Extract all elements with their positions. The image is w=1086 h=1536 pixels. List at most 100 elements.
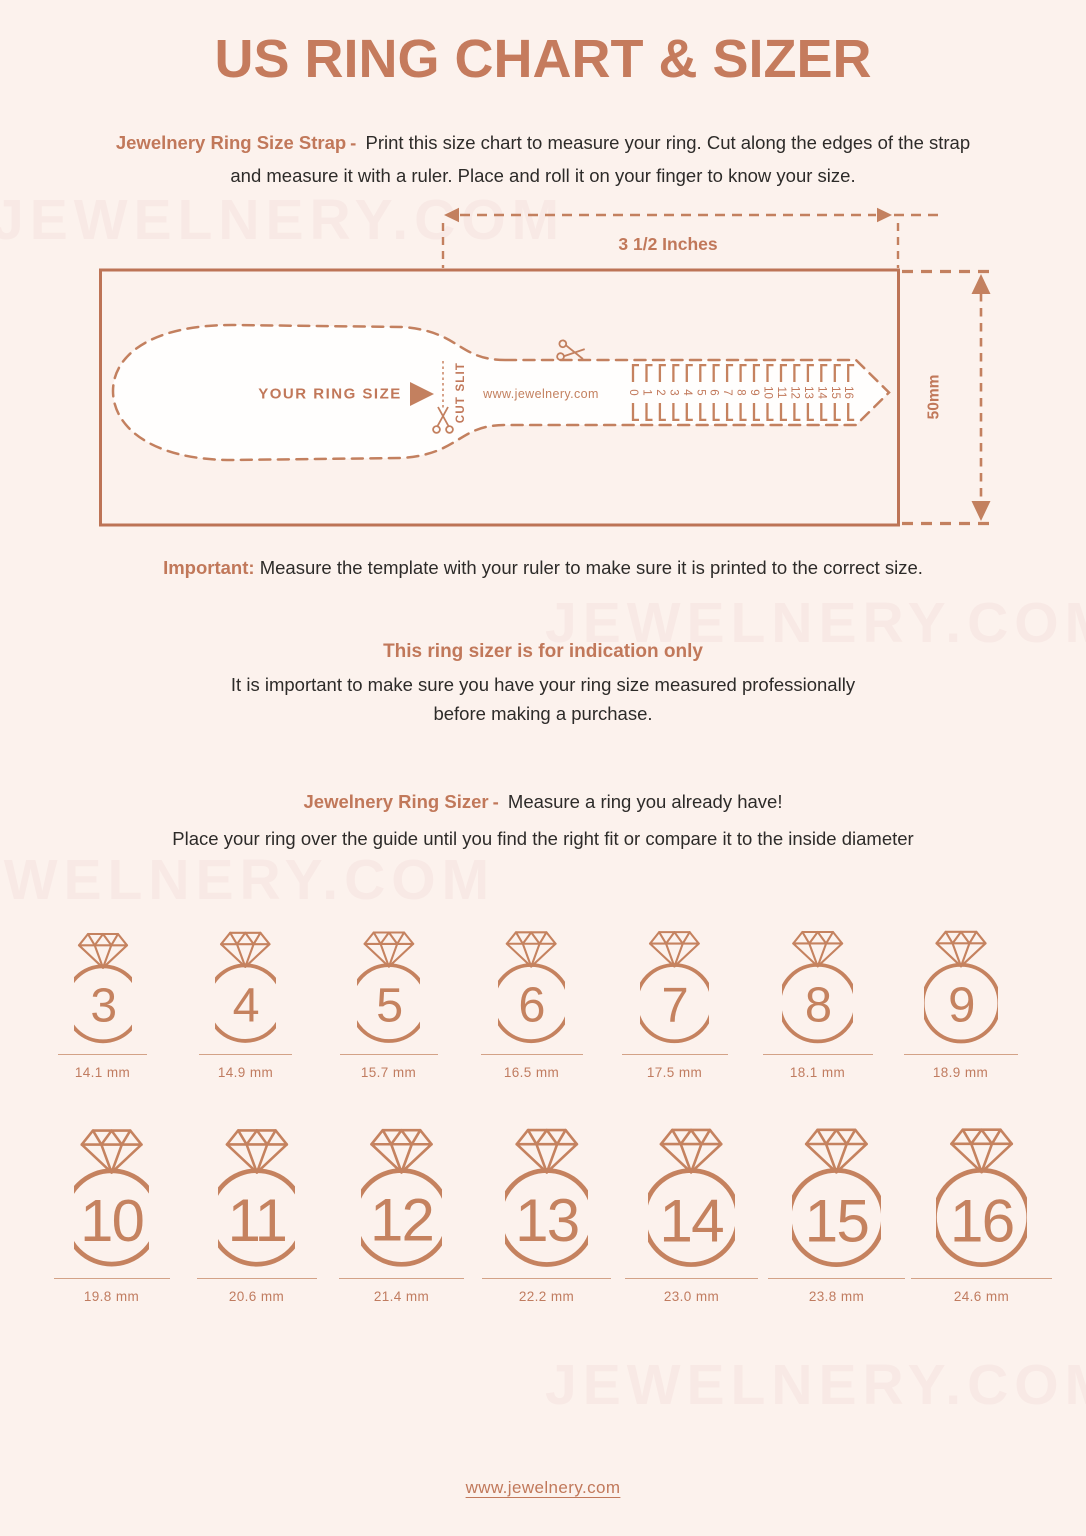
height-measure-arrow <box>902 269 990 526</box>
arrowhead-down-icon <box>971 501 991 521</box>
ruler-tick-top <box>766 363 774 382</box>
ruler-tick-top <box>631 363 639 382</box>
width-measure-arrow <box>441 213 938 268</box>
ruler-tick-bottom <box>820 403 828 422</box>
ring-mm-label: 14.9 mm <box>217 1065 274 1080</box>
intro-lead: Jewelnery Ring Size Strap <box>115 132 347 153</box>
ring-size-cell: 15 23.8 mm <box>764 1126 909 1304</box>
arrowhead-right-icon <box>877 207 892 223</box>
diamond-icon <box>363 931 414 968</box>
ruler-number: 12 <box>788 386 800 399</box>
ring-size-cell: 11 20.6 mm <box>184 1126 329 1304</box>
ring-icon: 11 <box>217 1129 296 1267</box>
ring-size-number: 13 <box>515 1187 578 1254</box>
watermark-text: JEWELNERY.COM <box>0 188 566 252</box>
ruler-number: 5 <box>694 389 706 395</box>
ring-size-cell: 5 15.7 mm <box>317 928 460 1080</box>
ring-mm-label: 16.5 mm <box>503 1065 560 1080</box>
diamond-icon <box>805 1128 869 1174</box>
ring-size-cell: 8 18.1 mm <box>746 928 889 1080</box>
ruler-number: 9 <box>748 389 760 395</box>
diamond-icon <box>225 1129 288 1174</box>
ruler-tick-bottom <box>847 403 855 422</box>
ruler-number: 3 <box>667 389 679 395</box>
ring-icon: 9 <box>923 930 998 1044</box>
ring-underline <box>768 1277 905 1279</box>
ruler-number: 7 <box>721 389 733 395</box>
ruler-tick-bottom <box>672 403 680 422</box>
ruler-tick-bottom <box>739 403 747 422</box>
ring-icon: 7 <box>640 931 709 1044</box>
ring-size-number: 4 <box>233 978 259 1032</box>
sizer-separator: - <box>492 791 499 812</box>
diamond-icon <box>649 931 700 968</box>
ring-underline <box>339 1277 464 1279</box>
ruler-tick-top <box>699 363 707 382</box>
ruler-tick-bottom <box>658 403 666 422</box>
ring-icon: 13 <box>504 1128 589 1267</box>
intro-body: Print this size chart to measure your ri… <box>230 132 971 186</box>
ruler-tick-top <box>752 363 760 382</box>
ruler-number: 8 <box>735 389 747 395</box>
ruler-tick-bottom <box>806 403 814 422</box>
diamond-icon <box>515 1128 578 1174</box>
ring-size-number: 14 <box>660 1186 724 1254</box>
ruler-tick-bottom <box>631 403 639 422</box>
ring-size-number: 8 <box>805 978 831 1032</box>
ring-mm-label: 20.6 mm <box>228 1289 285 1304</box>
intro-section: Jewelnery Ring Size Strap - Print this si… <box>0 126 1086 192</box>
ring-size-row-2: 10 19.8 mm 11 20.6 mm 12 21.4 mm <box>39 1126 1054 1304</box>
ring-size-number: 6 <box>519 978 545 1032</box>
ruler-tick-bottom <box>752 403 760 422</box>
intro-separator: - <box>350 132 357 153</box>
width-measure-label: 3 1/2 Inches <box>618 234 717 254</box>
diamond-icon <box>934 930 987 968</box>
ruler-tick-top <box>739 363 747 382</box>
ring-underline <box>58 1053 147 1055</box>
ruler-tick-top <box>833 363 841 382</box>
ruler-tick-bottom <box>779 403 787 422</box>
ring-size-cell: 4 14.9 mm <box>174 928 317 1080</box>
ring-icon: 16 <box>935 1128 1028 1268</box>
ring-size-cell: 9 18.9 mm <box>889 928 1032 1080</box>
ring-strap-diagram: 3 1/2 Inches 50mm YOUR RING SIZE CUT SLI… <box>99 207 991 527</box>
cut-slit-label: CUT SLIT <box>455 362 467 423</box>
ring-underline <box>625 1277 758 1279</box>
ring-underline <box>482 1277 611 1279</box>
footer: www.jewelnery.com <box>0 1478 1086 1498</box>
diamond-icon <box>220 931 271 968</box>
diamond-icon <box>80 1129 143 1174</box>
strap-label: YOUR RING SIZE <box>258 386 402 403</box>
ruler-number: 16 <box>842 386 854 399</box>
watermark-text: JEWELNERY.COM <box>0 848 496 912</box>
ring-mm-label: 18.9 mm <box>932 1065 989 1080</box>
ring-icon: 12 <box>361 1128 442 1267</box>
ring-size-number: 16 <box>950 1186 1014 1254</box>
ring-size-number: 9 <box>948 978 974 1032</box>
ring-mm-label: 18.1 mm <box>789 1065 846 1080</box>
ring-size-number: 5 <box>376 978 402 1032</box>
ring-mm-label: 22.2 mm <box>518 1289 575 1304</box>
ring-mm-label: 23.8 mm <box>808 1289 865 1304</box>
ruler-number: 11 <box>775 387 787 399</box>
ruler-tick-top <box>793 363 801 382</box>
footer-site-link[interactable]: www.jewelnery.com <box>465 1478 621 1497</box>
ring-icon: 3 <box>73 932 132 1043</box>
ring-size-cell: 13 22.2 mm <box>474 1126 619 1304</box>
ring-underline <box>196 1277 317 1279</box>
indication-line1: It is important to make sure you have yo… <box>230 674 856 695</box>
ruler-tick-bottom <box>766 403 774 422</box>
scissors-icon <box>556 339 585 361</box>
diamond-icon <box>791 930 843 968</box>
ring-mm-label: 15.7 mm <box>360 1065 417 1080</box>
ring-size-cell: 6 16.5 mm <box>460 928 603 1080</box>
ruler-number: 1 <box>641 389 653 395</box>
ruler-tick-top <box>725 363 734 382</box>
ring-size-cell: 3 14.1 mm <box>31 928 174 1080</box>
ring-underline <box>199 1053 292 1055</box>
ring-mm-label: 19.8 mm <box>83 1289 140 1304</box>
ring-size-cell: 12 21.4 mm <box>329 1126 474 1304</box>
ruler-tick-bottom <box>645 403 653 422</box>
indication-body: It is important to make sure you have yo… <box>0 670 1086 728</box>
ring-mm-label: 23.0 mm <box>663 1289 720 1304</box>
